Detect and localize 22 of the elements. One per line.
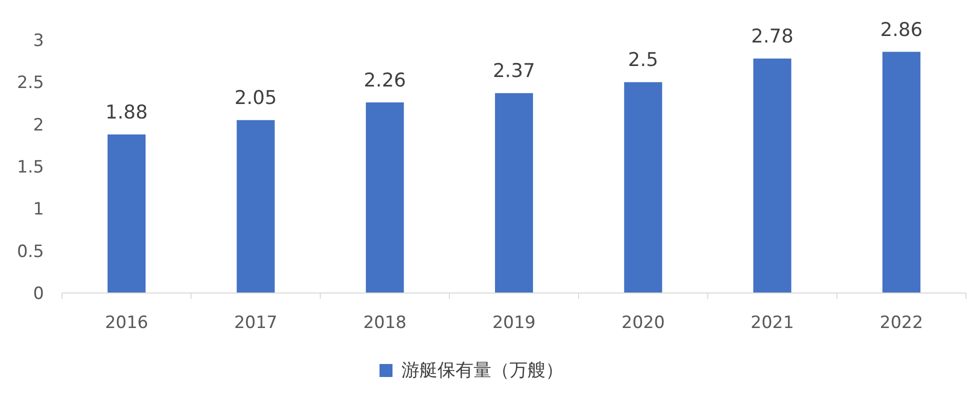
- data-label: 2.78: [751, 26, 794, 48]
- y-tick-label: 2: [33, 115, 44, 136]
- y-tick-label: 3: [33, 31, 44, 51]
- legend-label: 游艇保有量（万艘）: [402, 360, 564, 381]
- x-tick-label: 2018: [363, 313, 406, 333]
- x-tick-label: 2017: [234, 313, 278, 333]
- data-label: 1.88: [105, 101, 148, 124]
- y-tick-label: 0: [33, 284, 44, 304]
- y-tick-label: 1: [33, 200, 44, 220]
- data-label: 2.26: [364, 69, 406, 92]
- data-label: 2.05: [234, 87, 277, 110]
- y-tick-label: 1.5: [16, 158, 44, 178]
- x-tick-label: 2019: [492, 313, 536, 333]
- x-tick-label: 2016: [104, 313, 148, 333]
- x-tick-label: 2020: [622, 313, 665, 333]
- y-tick-label: 0.5: [16, 242, 44, 262]
- data-label: 2.37: [492, 60, 536, 82]
- x-tick-label: 2021: [750, 313, 794, 333]
- x-tick-label: 2022: [880, 313, 924, 333]
- y-tick-label: 2.5: [16, 73, 44, 94]
- data-label: 2.5: [628, 49, 658, 72]
- data-label: 2.86: [880, 18, 923, 41]
